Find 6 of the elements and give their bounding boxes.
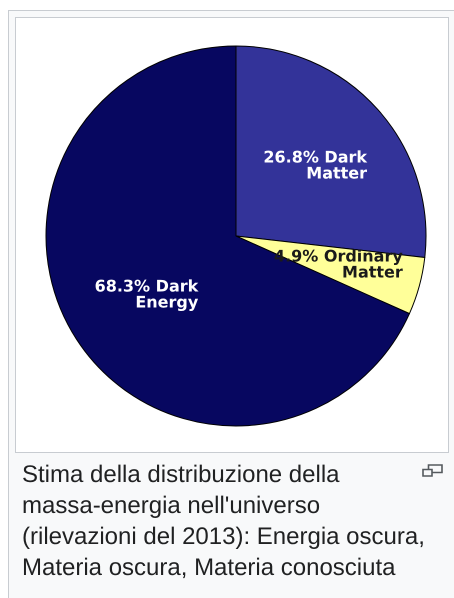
slice-label: 68.3% Dark Energy — [94, 276, 199, 312]
text: massa-energia nell'universo — [22, 491, 320, 521]
text: (rilevazioni del 2013): Energia oscura, — [22, 522, 425, 552]
text: Stima della distribuzione della — [22, 460, 340, 490]
text: Materia oscura, Materia conosciuta — [22, 553, 396, 583]
slice-label: 26.8% Dark Matter — [263, 148, 368, 183]
